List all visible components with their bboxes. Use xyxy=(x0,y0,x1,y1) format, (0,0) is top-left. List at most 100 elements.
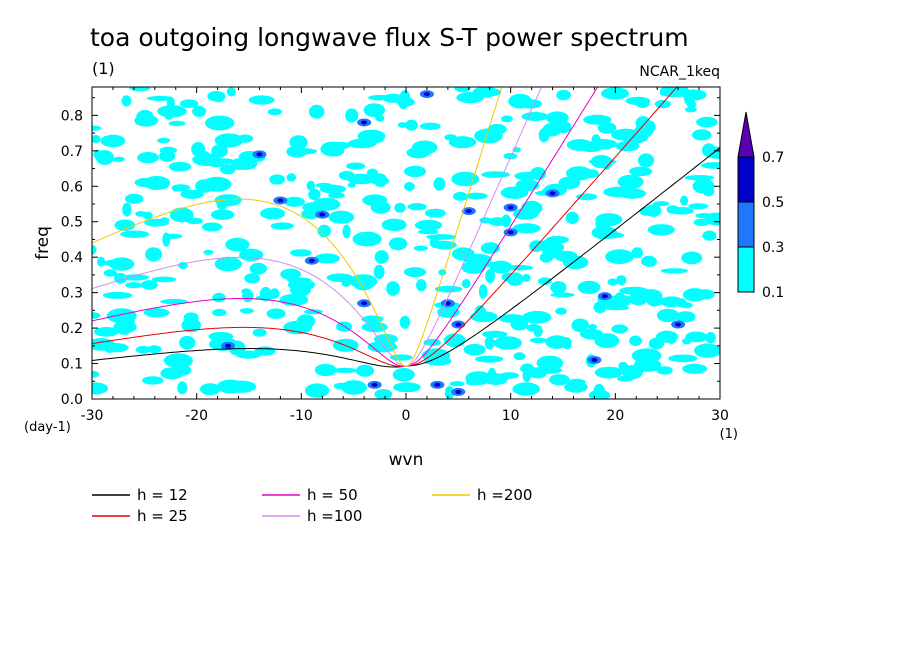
contour-patch xyxy=(254,346,276,356)
contour-patch xyxy=(611,324,629,334)
contour-patch-high xyxy=(371,382,378,387)
contour-patch xyxy=(92,125,102,131)
contour-patch xyxy=(145,247,163,262)
contour-patch xyxy=(93,327,119,337)
contour-patch xyxy=(693,218,710,226)
contour-patch-high xyxy=(434,382,441,387)
contour-patch-high xyxy=(549,191,556,196)
spectrum-contour-field xyxy=(92,87,720,399)
contour-patch-high xyxy=(256,152,263,157)
contour-patch xyxy=(159,217,170,223)
colorbar-label: 0.5 xyxy=(762,195,784,211)
contour-patch xyxy=(705,332,716,344)
contour-patch xyxy=(259,286,272,302)
contour-patch xyxy=(668,354,698,363)
contour-patch xyxy=(146,95,174,101)
contour-patch xyxy=(125,193,144,204)
contour-patch xyxy=(242,289,254,303)
contour-patch xyxy=(479,217,492,224)
contour-patch xyxy=(685,331,708,343)
dispersion-curve xyxy=(92,87,503,367)
axis-ticks: -30 -20 -10 0 10 20 30 0.0 0.1 0.2 0.3 0.4 0.5 0.6 0.7… xyxy=(61,87,729,424)
contour-patch xyxy=(192,105,207,118)
colorbar-segment xyxy=(737,156,755,203)
contour-patch xyxy=(289,135,308,150)
contour-patch xyxy=(345,108,359,123)
contour-patch xyxy=(528,367,548,379)
contour-patch xyxy=(533,325,543,337)
x-tick-label: 20 xyxy=(606,408,624,424)
contour-patch xyxy=(230,158,248,171)
contour-patch xyxy=(550,281,567,294)
contour-patch xyxy=(566,166,592,181)
contour-patch xyxy=(399,315,411,329)
contour-patch xyxy=(389,354,413,361)
contour-patch xyxy=(135,345,151,354)
contour-patch xyxy=(308,188,321,201)
contour-patch xyxy=(416,279,427,292)
contour-patch xyxy=(564,381,588,393)
contour-patch xyxy=(125,282,143,289)
contour-patch xyxy=(179,335,196,350)
contour-patch xyxy=(212,308,227,317)
contour-patch xyxy=(586,140,616,150)
contour-patch xyxy=(201,222,223,232)
legend: h = 12 h = 25 h = 50 h =100 h =200 xyxy=(92,486,532,525)
contour-patch xyxy=(305,383,330,398)
contour-patch xyxy=(555,307,567,315)
contour-patch xyxy=(478,284,488,299)
contour-patch xyxy=(381,218,407,231)
contour-patch xyxy=(522,273,531,282)
contour-patch xyxy=(597,231,624,239)
contour-patch xyxy=(306,180,316,191)
contour-patch xyxy=(356,364,374,377)
contour-patch xyxy=(328,210,355,224)
contour-patch-high xyxy=(675,322,682,327)
contour-patch xyxy=(484,335,495,350)
x-tick-label: -30 xyxy=(81,408,104,424)
contour-patch xyxy=(286,173,297,182)
contour-patch xyxy=(521,200,543,216)
contour-patch xyxy=(508,93,532,109)
chart-subtitle: (1) xyxy=(92,59,115,78)
contour-patch xyxy=(214,256,242,272)
y-tick-label: 0.6 xyxy=(61,179,83,195)
contour-patch xyxy=(684,107,697,113)
contour-patch xyxy=(562,337,572,350)
contour-patch xyxy=(513,352,526,361)
contour-patch xyxy=(708,346,718,358)
contour-patch-high xyxy=(225,343,232,348)
contour-patch xyxy=(510,317,529,331)
contour-patch xyxy=(456,92,484,104)
contour-patch xyxy=(314,363,337,377)
contour-patch xyxy=(157,105,187,118)
x-tick-label: 0 xyxy=(402,408,411,424)
contour-patch xyxy=(392,368,415,382)
contour-patch xyxy=(493,336,522,350)
contour-patch xyxy=(151,276,177,283)
contour-patch xyxy=(216,379,245,394)
contour-patch xyxy=(180,189,204,199)
contour-patch xyxy=(163,353,193,368)
y-tick-label: 0.1 xyxy=(61,357,83,373)
contour-patch xyxy=(645,204,662,217)
y-tick-label: 0.4 xyxy=(61,250,83,266)
contour-patch xyxy=(696,289,715,300)
contour-patch xyxy=(515,179,540,192)
contour-patch xyxy=(588,324,597,330)
contour-patch xyxy=(702,230,717,241)
contour-patches xyxy=(92,87,720,399)
contour-patch xyxy=(675,298,687,308)
contour-patch xyxy=(607,278,618,286)
contour-patch xyxy=(643,360,660,370)
contour-patch xyxy=(220,164,236,175)
contour-patch xyxy=(597,122,617,134)
contour-patch xyxy=(266,308,286,319)
contour-patch xyxy=(382,93,404,103)
contour-patch xyxy=(680,195,689,206)
contour-patch xyxy=(205,115,235,131)
contour-patch xyxy=(208,331,234,342)
contour-patch xyxy=(289,283,311,297)
x-tick-label: 10 xyxy=(502,408,520,424)
